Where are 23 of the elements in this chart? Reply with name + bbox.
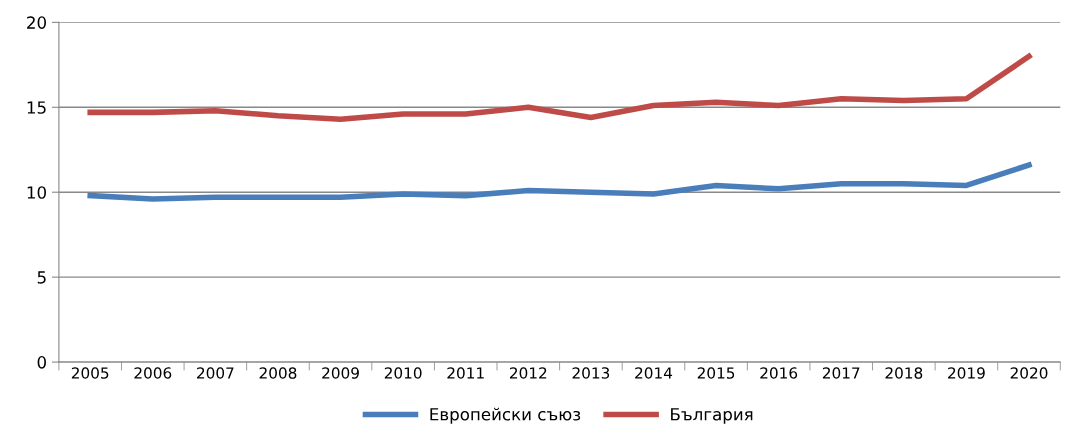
x-tick-label: 2011 [447, 367, 484, 379]
x-tick-label: 2018 [885, 367, 923, 379]
x-tick-label: 2006 [134, 367, 172, 379]
legend-label: Европейски съюз [430, 407, 581, 424]
legend-label: България [671, 408, 753, 424]
y-tick-label: 15 [27, 101, 46, 114]
x-tick-label: 2013 [572, 367, 610, 379]
x-tick-label: 2017 [822, 367, 860, 379]
y-tick-label: 10 [27, 186, 46, 199]
y-tick-label: 20 [27, 16, 46, 29]
x-tick-label: 2019 [948, 367, 985, 379]
y-tick-label: 5 [37, 271, 46, 284]
x-tick-label: 2016 [760, 367, 798, 379]
x-tick-label: 2014 [635, 367, 673, 379]
x-tick-label: 2005 [71, 367, 109, 379]
x-tick-label: 2012 [509, 367, 547, 379]
x-tick-label: 2010 [384, 367, 422, 379]
y-tick-label: 0 [37, 356, 46, 369]
x-tick-label: 2007 [197, 367, 234, 379]
x-tick-label: 2009 [322, 367, 359, 379]
x-tick-label: 2020 [1010, 367, 1048, 379]
x-tick-label: 2015 [697, 367, 735, 379]
x-tick-label: 2008 [259, 367, 297, 379]
